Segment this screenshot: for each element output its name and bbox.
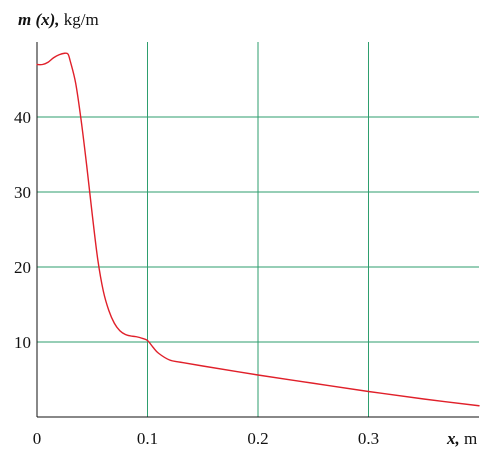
x-tick-label: 0.2	[247, 429, 268, 448]
y-axis-label: m (x), kg/m	[18, 10, 99, 29]
x-tick-labels: 0.1 0.2 0.3	[137, 429, 379, 448]
y-tick-label: 20	[14, 258, 31, 277]
x-axis-label: x, m	[446, 429, 477, 448]
grid-lines	[37, 42, 479, 417]
series-group	[36, 52, 480, 407]
y-tick-labels: 10 20 30 40	[14, 108, 31, 352]
y-tick-label: 30	[14, 183, 31, 202]
x-tick-label: 0.3	[358, 429, 379, 448]
y-axis-unit: kg/m	[60, 10, 99, 29]
x-tick-label: 0.1	[137, 429, 158, 448]
y-tick-label: 40	[14, 108, 31, 127]
y-tick-label: 10	[14, 333, 31, 352]
y-axis-variable: m (x),	[18, 10, 60, 29]
origin-label: 0	[33, 429, 42, 448]
x-axis-variable: x,	[446, 429, 460, 448]
x-axis-unit: m	[460, 429, 477, 448]
series-line-mass	[36, 52, 480, 407]
